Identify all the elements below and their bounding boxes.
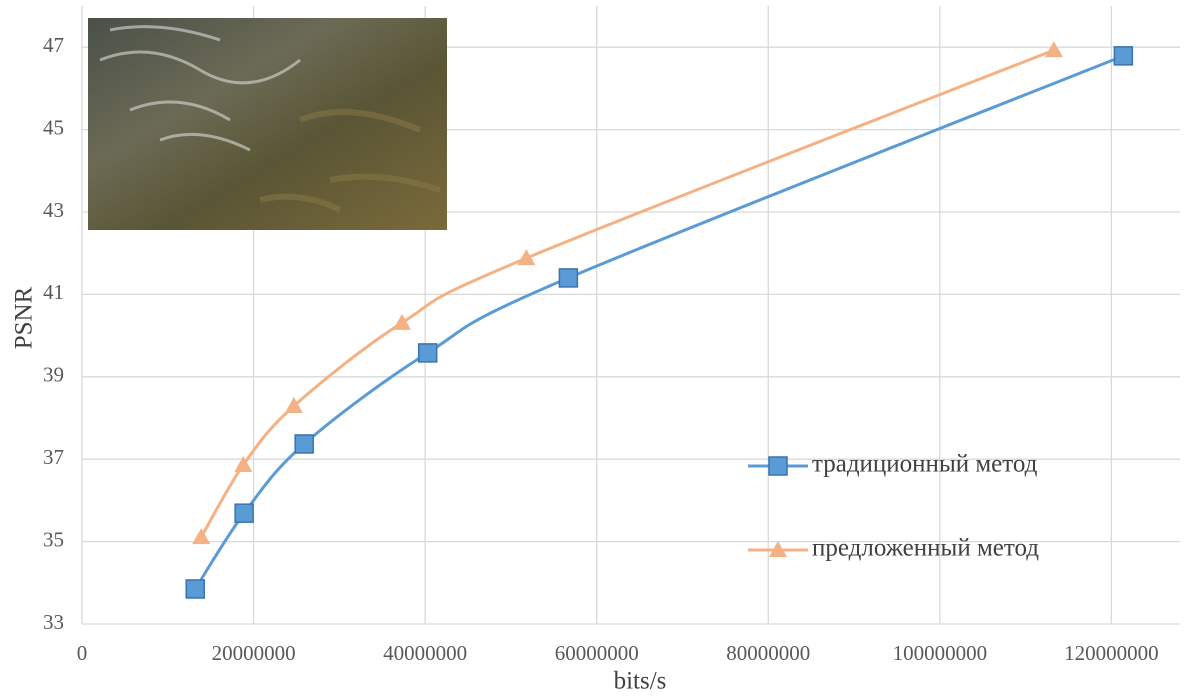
marker bbox=[295, 435, 313, 453]
marker bbox=[192, 528, 210, 544]
marker bbox=[393, 314, 411, 330]
marker bbox=[235, 504, 253, 522]
y-tick-label: 45 bbox=[43, 115, 64, 139]
legend-label: традиционный метод bbox=[812, 451, 1038, 478]
y-tick-label: 41 bbox=[43, 280, 64, 304]
x-axis-title: bits/s bbox=[614, 668, 667, 695]
marker bbox=[1045, 41, 1063, 57]
x-tick-label: 100000000 bbox=[893, 641, 988, 665]
y-axis-title: PSNR bbox=[11, 286, 38, 349]
y-tick-label: 35 bbox=[43, 527, 64, 551]
legend-label: предложенный метод bbox=[812, 535, 1039, 562]
legend-marker bbox=[769, 457, 787, 475]
marker bbox=[419, 344, 437, 362]
marker bbox=[1114, 47, 1132, 65]
x-tick-label: 120000000 bbox=[1064, 641, 1159, 665]
y-tick-label: 37 bbox=[43, 445, 64, 469]
inset-photo bbox=[88, 18, 447, 230]
y-tick-label: 43 bbox=[43, 198, 64, 222]
marker bbox=[559, 269, 577, 287]
x-tick-label: 40000000 bbox=[383, 641, 467, 665]
y-tick-label: 47 bbox=[43, 33, 64, 57]
x-tick-label: 20000000 bbox=[212, 641, 296, 665]
marker bbox=[186, 580, 204, 598]
chart: bits/s PSNR 33 35 37 39 41 43 45 47 0 20000000 400… bbox=[0, 0, 1185, 697]
y-tick-label: 33 bbox=[43, 610, 64, 634]
x-tick-label: 60000000 bbox=[555, 641, 639, 665]
y-tick-label: 39 bbox=[43, 363, 64, 387]
page: {"chart_data": {"type": "line", "x_label… bbox=[0, 0, 1185, 697]
x-tick-label: 80000000 bbox=[726, 641, 810, 665]
x-tick-label: 0 bbox=[77, 641, 88, 665]
